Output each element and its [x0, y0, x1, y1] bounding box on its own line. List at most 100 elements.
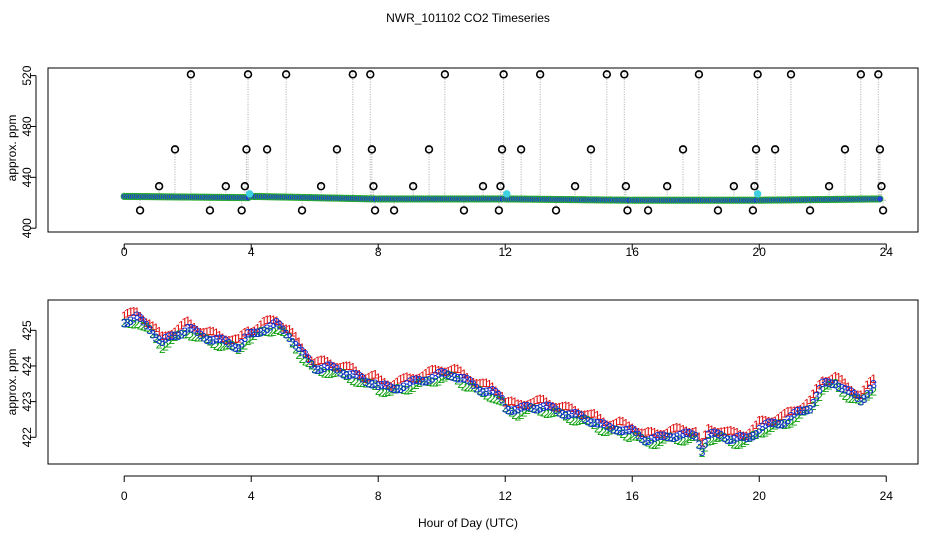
digit-marker-series-3: 3 — [686, 426, 693, 440]
digit-marker-series-1: 1 — [375, 371, 382, 385]
digit-marker-series-3: 3 — [692, 430, 699, 444]
digit-marker-series-3: 3 — [734, 431, 741, 445]
digit-marker-series-2: 2 — [245, 334, 252, 348]
y-tick-label: 424 — [20, 356, 34, 376]
digit-marker-series-2: 2 — [391, 382, 398, 396]
digit-marker-series-3: 3 — [572, 407, 579, 421]
digit-marker-series-2: 2 — [423, 374, 430, 388]
digit-marker-series-3: 3 — [619, 424, 626, 438]
top-y-label: approx. ppm — [5, 115, 19, 182]
digit-marker-series-2: 2 — [299, 352, 306, 366]
digit-marker-series-2: 2 — [800, 405, 807, 419]
digit-marker-series-2: 2 — [838, 385, 845, 399]
digit-marker-series-1: 1 — [432, 363, 439, 377]
digit-marker-series-2: 2 — [718, 430, 725, 444]
digit-marker-series-1: 1 — [470, 376, 477, 390]
digit-marker-series-3: 3 — [737, 430, 744, 444]
digit-marker-series-1: 1 — [826, 374, 833, 388]
spike-point — [694, 70, 704, 79]
digit-marker-series-1: 1 — [397, 373, 404, 387]
digit-marker-series-2: 2 — [261, 324, 268, 338]
digit-marker-series-3: 3 — [791, 407, 798, 421]
top-data-layer — [120, 70, 888, 215]
digit-marker-series-2: 2 — [778, 417, 785, 431]
digit-marker-series-2: 2 — [473, 381, 480, 395]
digit-marker-series-1: 1 — [483, 376, 490, 390]
digit-marker-series-2: 2 — [254, 326, 261, 340]
x-tick-label: 0 — [121, 245, 128, 259]
digit-marker-series-1: 1 — [467, 374, 474, 388]
digit-marker-series-1: 1 — [661, 427, 668, 441]
digit-marker-series-1: 1 — [867, 374, 874, 388]
digit-marker-series-3: 3 — [699, 445, 706, 459]
digit-marker-series-1: 1 — [613, 416, 620, 430]
digit-marker-series-2: 2 — [375, 384, 382, 398]
digit-marker-series-1: 1 — [213, 326, 220, 340]
spike-point — [770, 145, 780, 154]
spike-point — [516, 145, 526, 154]
digit-marker-series-2: 2 — [867, 388, 874, 402]
digit-marker-series-3: 3 — [813, 389, 820, 403]
digit-marker-series-2: 2 — [438, 372, 445, 386]
digit-marker-series-2: 2 — [251, 329, 258, 343]
digit-marker-series-3: 3 — [591, 416, 598, 430]
digit-marker-series-3: 3 — [626, 423, 633, 437]
digit-marker-series-1: 1 — [238, 328, 245, 342]
digit-marker-series-1: 1 — [670, 422, 677, 436]
digit-marker-series-1: 1 — [705, 421, 712, 435]
digit-marker-series-2: 2 — [480, 386, 487, 400]
digit-marker-series-2: 2 — [413, 378, 420, 392]
digit-marker-series-3: 3 — [248, 326, 255, 340]
digit-marker-series-1: 1 — [638, 426, 645, 440]
digit-marker-series-3: 3 — [403, 378, 410, 392]
digit-marker-series-1: 1 — [276, 318, 283, 332]
digit-marker-series-3: 3 — [270, 317, 277, 331]
digit-marker-series-2: 2 — [870, 385, 877, 399]
digit-marker-series-1: 1 — [207, 324, 214, 338]
digit-marker-series-1: 1 — [699, 435, 706, 449]
digit-marker-series-1: 1 — [280, 320, 287, 334]
top-panel: approx. ppm 0 4 8 12 16 20 24 400 440 480 520 — [5, 65, 919, 259]
digit-marker-series-3: 3 — [753, 427, 760, 441]
digit-marker-series-2: 2 — [610, 422, 617, 436]
digit-marker-series-3: 3 — [445, 368, 452, 382]
digit-marker-series-1: 1 — [784, 405, 791, 419]
digit-marker-series-3: 3 — [511, 403, 518, 417]
digit-marker-series-1: 1 — [572, 403, 579, 417]
digit-marker-series-3: 3 — [721, 431, 728, 445]
digit-marker-series-1: 1 — [194, 324, 201, 338]
digit-marker-series-1: 1 — [629, 421, 636, 435]
digit-marker-series-2: 2 — [600, 425, 607, 439]
digit-marker-series-2: 2 — [829, 377, 836, 391]
digit-marker-series-1: 1 — [740, 429, 747, 443]
digit-marker-series-1: 1 — [464, 370, 471, 384]
digit-marker-series-1: 1 — [632, 424, 639, 438]
digit-marker-series-1: 1 — [762, 414, 769, 428]
digit-marker-series-2: 2 — [442, 370, 449, 384]
digit-marker-series-3: 3 — [870, 377, 877, 391]
digit-marker-series-2: 2 — [222, 339, 229, 353]
digit-marker-series-2: 2 — [476, 384, 483, 398]
digit-marker-series-1: 1 — [559, 399, 566, 413]
digit-marker-series-3: 3 — [702, 437, 709, 451]
digit-marker-series-2: 2 — [315, 363, 322, 377]
digit-marker-series-3: 3 — [191, 323, 198, 337]
digit-marker-series-2: 2 — [302, 354, 309, 368]
spike-point — [240, 182, 250, 191]
spike-point — [389, 206, 399, 215]
digit-marker-series-2: 2 — [213, 339, 220, 353]
digit-marker-series-2: 2 — [369, 377, 376, 391]
digit-marker-series-2: 2 — [543, 407, 550, 421]
digit-marker-series-2: 2 — [188, 329, 195, 343]
digit-marker-series-1: 1 — [759, 413, 766, 427]
digit-marker-series-3: 3 — [708, 426, 715, 440]
x-tick-label: 8 — [375, 489, 382, 503]
digit-marker-series-2: 2 — [445, 369, 452, 383]
digit-marker-series-1: 1 — [222, 333, 229, 347]
y-tick-label: 520 — [20, 65, 34, 85]
digit-marker-series-3: 3 — [826, 376, 833, 390]
digit-marker-series-1: 1 — [769, 415, 776, 429]
digit-marker-series-1: 1 — [616, 414, 623, 428]
digit-marker-series-2: 2 — [235, 343, 242, 357]
